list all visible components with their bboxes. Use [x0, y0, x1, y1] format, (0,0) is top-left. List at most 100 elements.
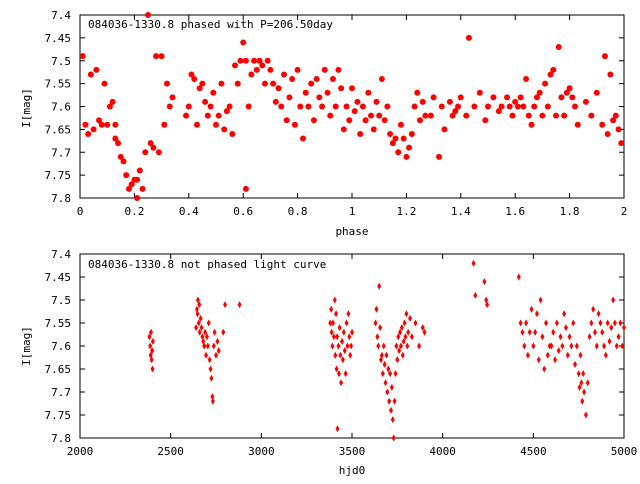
data-point — [616, 333, 621, 341]
data-point — [576, 370, 581, 378]
data-point — [553, 112, 559, 119]
data-point — [204, 333, 209, 341]
y-tick-label: 7.5 — [51, 55, 71, 68]
y-tick-label: 7.6 — [51, 340, 71, 353]
data-point — [571, 319, 576, 327]
data-point — [117, 153, 124, 160]
data-point — [544, 103, 551, 110]
data-point — [195, 310, 200, 318]
y-tick-label: 7.4 — [51, 248, 71, 261]
y-tick-label: 7.45 — [45, 271, 72, 284]
data-point — [297, 103, 304, 110]
data-point — [206, 319, 211, 327]
data-point — [465, 34, 472, 41]
data-point — [211, 342, 216, 350]
data-point — [612, 112, 619, 119]
data-point — [582, 388, 587, 396]
data-point — [558, 333, 563, 341]
data-point — [350, 328, 354, 336]
data-point — [411, 103, 418, 110]
data-point — [197, 328, 202, 336]
x-tick-label: 2 — [621, 205, 628, 218]
data-point — [197, 301, 202, 309]
data-point — [580, 397, 585, 405]
data-point — [452, 108, 459, 115]
data-point — [150, 144, 157, 151]
data-point — [408, 130, 415, 137]
data-point — [134, 195, 141, 201]
data-point — [614, 342, 619, 350]
y-tick-label: 7.7 — [51, 386, 71, 399]
data-point — [604, 130, 611, 137]
data-point — [391, 434, 396, 442]
data-point — [150, 347, 155, 355]
data-point — [128, 181, 135, 188]
data-point — [529, 305, 534, 313]
data-point — [607, 337, 612, 345]
data-point — [384, 103, 391, 110]
data-point — [310, 117, 317, 124]
data-point — [398, 328, 403, 336]
data-point — [378, 324, 383, 332]
data-point — [386, 365, 391, 373]
data-point — [210, 397, 215, 405]
data-point — [578, 351, 583, 359]
data-point — [340, 126, 347, 133]
data-point — [585, 379, 590, 387]
data-point — [563, 324, 568, 332]
data-point — [381, 342, 386, 350]
x-tick-label: 0.4 — [179, 205, 199, 218]
data-point — [592, 328, 597, 336]
data-point — [87, 71, 94, 78]
x-tick-label: 1.6 — [505, 205, 525, 218]
data-point — [125, 185, 132, 192]
data-point — [388, 370, 393, 378]
data-point — [316, 94, 323, 101]
data-point — [337, 324, 342, 332]
data-point — [506, 103, 513, 110]
data-point — [359, 103, 366, 110]
data-point — [354, 98, 361, 105]
data-point — [223, 108, 230, 115]
data-point — [422, 328, 427, 336]
data-point — [417, 117, 423, 124]
data-point — [145, 12, 151, 18]
data-point — [340, 337, 345, 345]
data-point — [324, 89, 331, 96]
data-point — [533, 328, 538, 336]
data-point — [403, 333, 408, 341]
data-point — [441, 126, 448, 133]
data-point — [394, 342, 399, 350]
data-point — [555, 44, 562, 51]
data-point — [536, 89, 543, 96]
data-point — [109, 98, 116, 105]
data-point — [207, 356, 212, 364]
data-point — [185, 103, 192, 110]
data-point — [329, 76, 336, 83]
data-point — [380, 370, 385, 378]
data-point — [199, 324, 204, 332]
data-point — [520, 103, 527, 110]
data-point — [264, 57, 271, 64]
data-point — [194, 305, 199, 313]
data-point — [417, 342, 422, 350]
data-point — [332, 296, 337, 304]
data-point — [375, 333, 380, 341]
data-point — [392, 135, 399, 142]
data-point — [378, 76, 385, 83]
data-point — [402, 319, 407, 327]
data-point — [142, 149, 149, 156]
data-point — [245, 103, 252, 110]
data-point — [101, 80, 108, 87]
data-point — [498, 103, 505, 110]
data-point — [302, 89, 309, 96]
data-point — [553, 356, 558, 364]
data-point — [602, 342, 607, 350]
data-point — [194, 324, 199, 332]
data-point — [209, 374, 214, 382]
data-point — [406, 144, 413, 151]
data-point — [436, 153, 443, 160]
data-point — [598, 319, 603, 327]
